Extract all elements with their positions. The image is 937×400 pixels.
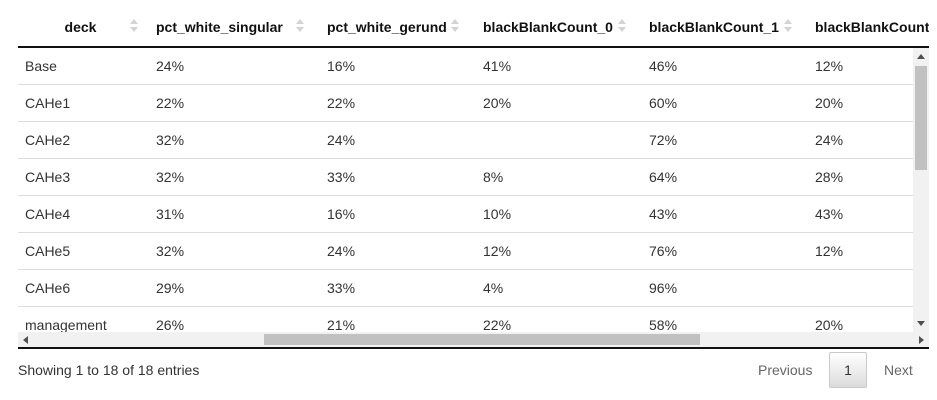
- sort-ascending-icon: [618, 19, 626, 24]
- cell-pct-white-singular: 24%: [156, 58, 185, 74]
- table-header: deck pct_white_singular pct_white_gerund bl…: [18, 0, 929, 48]
- sort-ascending-icon: [451, 19, 459, 24]
- column-header-deck[interactable]: deck: [18, 0, 143, 46]
- cell-black-blank-count: 20%: [815, 317, 844, 332]
- cell-black-blank-count: 43%: [815, 206, 844, 222]
- table-row[interactable]: CAHe1 22% 22% 20% 60% 20%: [18, 85, 913, 122]
- cell-pct-white-singular: 32%: [156, 132, 185, 148]
- cell-black-blank-count-0: 10%: [483, 206, 512, 222]
- horizontal-scroll-thumb[interactable]: [264, 334, 700, 345]
- cell-deck: CAHe3: [25, 169, 71, 185]
- cell-black-blank-count-1: 96%: [649, 280, 678, 296]
- table-body: Base 24% 16% 41% 46% 12% CAHe1 22% 22% 20% 60% 20% C…: [18, 48, 913, 332]
- column-header-label: pct_white_gerund: [327, 19, 447, 35]
- cell-black-blank-count-0: 4%: [483, 280, 504, 296]
- sort-arrows-icon[interactable]: [618, 19, 626, 33]
- sort-descending-icon: [618, 27, 626, 32]
- sort-descending-icon: [784, 27, 792, 32]
- cell-deck: CAHe6: [25, 280, 71, 296]
- table-row[interactable]: CAHe6 29% 33% 4% 96%: [18, 270, 913, 307]
- horizontal-scrollbar[interactable]: [18, 332, 929, 347]
- table-row[interactable]: CAHe3 32% 33% 8% 64% 28%: [18, 159, 913, 196]
- cell-black-blank-count-0: 41%: [483, 58, 512, 74]
- table-bottom-border: [18, 347, 929, 349]
- cell-black-blank-count-1: 60%: [649, 95, 678, 111]
- cell-pct-white-singular: 29%: [156, 280, 185, 296]
- sort-ascending-icon: [296, 19, 304, 24]
- scroll-right-arrow-icon[interactable]: [919, 336, 924, 344]
- cell-black-blank-count-1: 76%: [649, 243, 678, 259]
- cell-black-blank-count-1: 43%: [649, 206, 678, 222]
- table-row[interactable]: CAHe4 31% 16% 10% 43% 43%: [18, 196, 913, 233]
- cell-deck: CAHe4: [25, 206, 71, 222]
- cell-pct-white-singular: 22%: [156, 95, 185, 111]
- data-table: deck pct_white_singular pct_white_gerund bl…: [18, 0, 929, 349]
- table-row[interactable]: Base 24% 16% 41% 46% 12%: [18, 48, 913, 85]
- table-row[interactable]: CAHe5 32% 24% 12% 76% 12%: [18, 233, 913, 270]
- cell-black-blank-count-1: 64%: [649, 169, 678, 185]
- column-header-label: blackBlankCount: [815, 19, 929, 35]
- cell-deck: Base: [25, 58, 57, 74]
- column-header-label: blackBlankCount_0: [483, 19, 613, 35]
- sort-descending-icon: [296, 27, 304, 32]
- cell-deck: CAHe1: [25, 95, 71, 111]
- cell-black-blank-count: 28%: [815, 169, 844, 185]
- cell-pct-white-gerund: 21%: [327, 317, 356, 332]
- next-page-button[interactable]: Next: [884, 362, 913, 378]
- cell-pct-white-gerund: 33%: [327, 169, 356, 185]
- sort-arrows-icon[interactable]: [451, 19, 459, 33]
- table-row[interactable]: CAHe2 32% 24% 72% 24%: [18, 122, 913, 159]
- column-header-label: blackBlankCount_1: [649, 19, 779, 35]
- cell-pct-white-gerund: 16%: [327, 58, 356, 74]
- column-header-pct-white-gerund[interactable]: pct_white_gerund: [327, 0, 472, 46]
- cell-pct-white-singular: 26%: [156, 317, 185, 332]
- column-header-black-blank-count[interactable]: blackBlankCount: [815, 0, 929, 46]
- cell-black-blank-count-1: 72%: [649, 132, 678, 148]
- previous-page-button[interactable]: Previous: [758, 362, 813, 378]
- cell-black-blank-count-0: 20%: [483, 95, 512, 111]
- cell-pct-white-gerund: 22%: [327, 95, 356, 111]
- cell-pct-white-singular: 32%: [156, 243, 185, 259]
- cell-pct-white-gerund: 33%: [327, 280, 356, 296]
- cell-black-blank-count-1: 58%: [649, 317, 678, 332]
- cell-pct-white-gerund: 24%: [327, 243, 356, 259]
- column-header-black-blank-count-0[interactable]: blackBlankCount_0: [483, 0, 633, 46]
- cell-pct-white-singular: 31%: [156, 206, 185, 222]
- cell-black-blank-count: 20%: [815, 95, 844, 111]
- cell-black-blank-count: 12%: [815, 58, 844, 74]
- cell-black-blank-count: 24%: [815, 132, 844, 148]
- column-header-label: deck: [64, 19, 97, 35]
- scroll-left-arrow-icon[interactable]: [23, 336, 28, 344]
- cell-black-blank-count-0: 22%: [483, 317, 512, 332]
- sort-arrows-icon[interactable]: [130, 19, 138, 33]
- column-header-label: pct_white_singular: [156, 19, 283, 35]
- cell-black-blank-count-1: 46%: [649, 58, 678, 74]
- cell-black-blank-count-0: 12%: [483, 243, 512, 259]
- table-row[interactable]: management 26% 21% 22% 58% 20%: [18, 307, 913, 332]
- cell-pct-white-gerund: 24%: [327, 132, 356, 148]
- sort-descending-icon: [130, 27, 138, 32]
- scroll-down-arrow-icon[interactable]: [917, 321, 925, 326]
- cell-deck: CAHe5: [25, 243, 71, 259]
- sort-arrows-icon[interactable]: [784, 19, 792, 33]
- column-header-black-blank-count-1[interactable]: blackBlankCount_1: [649, 0, 799, 46]
- sort-descending-icon: [451, 27, 459, 32]
- vertical-scrollbar[interactable]: [913, 48, 929, 332]
- column-header-pct-white-singular[interactable]: pct_white_singular: [156, 0, 311, 46]
- cell-black-blank-count: 12%: [815, 243, 844, 259]
- sort-ascending-icon: [130, 19, 138, 24]
- cell-pct-white-singular: 32%: [156, 169, 185, 185]
- cell-deck: CAHe2: [25, 132, 71, 148]
- page-1-button[interactable]: 1: [829, 352, 867, 388]
- cell-pct-white-gerund: 16%: [327, 206, 356, 222]
- vertical-scroll-thumb[interactable]: [915, 66, 927, 170]
- entries-info: Showing 1 to 18 of 18 entries: [18, 362, 200, 378]
- cell-deck: management: [25, 317, 107, 332]
- cell-black-blank-count-0: 8%: [483, 169, 504, 185]
- scroll-up-arrow-icon[interactable]: [917, 54, 925, 59]
- sort-arrows-icon[interactable]: [296, 19, 304, 33]
- sort-ascending-icon: [784, 19, 792, 24]
